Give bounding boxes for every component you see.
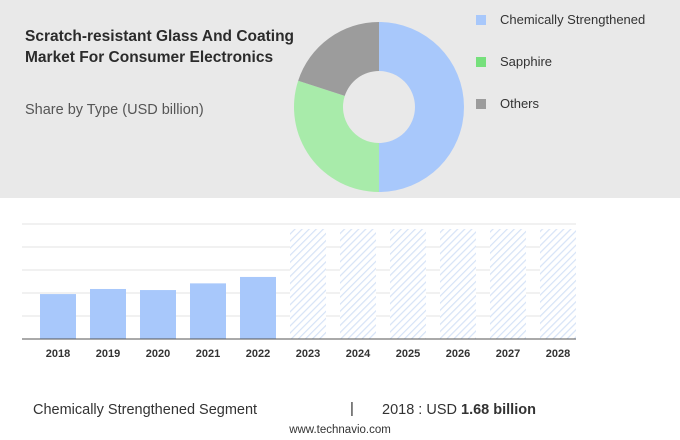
forecast-bar-2025 <box>390 229 426 339</box>
x-tick-label-2024: 2024 <box>346 348 371 360</box>
donut-chart <box>294 22 464 192</box>
legend-label-sapphire: Sapphire <box>500 54 553 69</box>
forecast-bar-2023 <box>290 229 326 339</box>
x-tick-label-2028: 2028 <box>546 348 570 360</box>
bar-chart: 2018 2019 2020 2021 2022 2023 2024 2025 2026 2027… <box>22 223 576 360</box>
chart-subtitle: Share by Type (USD billion) <box>25 102 204 118</box>
source-link[interactable]: www.technavio.com <box>289 424 391 436</box>
x-tick-label-2019: 2019 <box>96 348 120 360</box>
bar-2022 <box>240 276 276 339</box>
bar-2019 <box>90 288 126 339</box>
bar-2020 <box>140 290 176 339</box>
forecast-bar-2026 <box>440 229 476 339</box>
footer-year-value: 2018 : USD <box>382 402 461 418</box>
legend-label-others: Others <box>500 96 540 111</box>
bar-2021 <box>190 283 226 339</box>
x-tick-label-2027: 2027 <box>496 348 520 360</box>
donut-slice-others <box>298 22 379 96</box>
legend-label-chemically-strengthened: Chemically Strengthened <box>500 12 646 27</box>
x-tick-label-2021: 2021 <box>196 348 220 360</box>
x-tick-label-2026: 2026 <box>446 348 470 360</box>
legend-swatch-others <box>476 99 486 109</box>
x-tick-label-2023: 2023 <box>296 348 320 360</box>
footer-value-bold: 1.68 billion <box>461 402 536 418</box>
legend-swatch-sapphire <box>476 57 486 67</box>
bar-2018 <box>40 294 76 339</box>
forecast-bar-2024 <box>340 229 376 339</box>
footer-segment: Chemically Strengthened Segment <box>33 402 258 418</box>
x-tick-label-2025: 2025 <box>396 348 420 360</box>
footer-separator: | <box>350 400 354 417</box>
chart-title: Scratch-resistant Glass And Coating Mark… <box>25 28 295 66</box>
legend-swatch-chemically-strengthened <box>476 15 486 25</box>
footer-value: 2018 : USD 1.68 billion <box>382 402 536 418</box>
x-tick-label-2020: 2020 <box>146 348 170 360</box>
x-tick-label-2022: 2022 <box>246 348 270 360</box>
x-tick-label-2018: 2018 <box>46 348 70 360</box>
forecast-bar-2027 <box>490 229 526 339</box>
forecast-bar-2028 <box>540 229 576 339</box>
donut-slice-sapphire <box>294 80 379 192</box>
donut-slice-chemically-strengthened <box>379 22 464 192</box>
